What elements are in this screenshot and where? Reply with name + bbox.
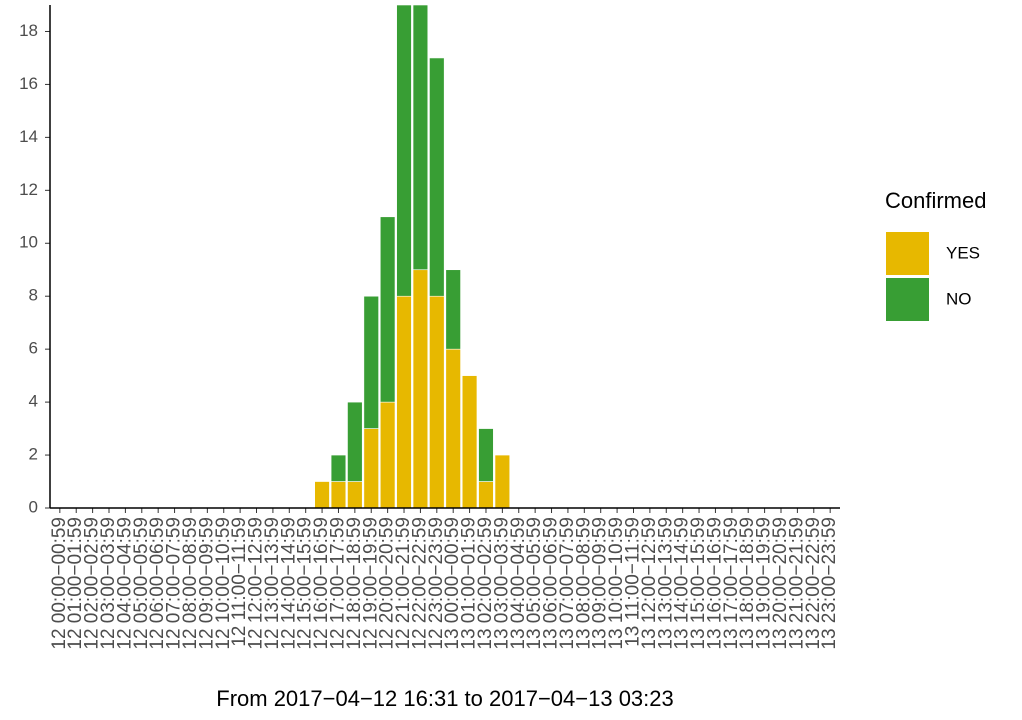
x-tick-label: 13 21:00−21:59 — [786, 517, 807, 650]
bar — [330, 454, 347, 482]
x-tick-label: 12 23:00−23:59 — [426, 517, 447, 650]
x-tick-label: 12 14:00−14:59 — [278, 517, 299, 650]
x-tick-label: 12 13:00−13:59 — [262, 517, 283, 650]
x-tick-label: 12 06:00−06:59 — [147, 517, 168, 650]
x-tick-label: 12 07:00−07:59 — [164, 517, 185, 650]
y-tick-label: 10 — [19, 233, 38, 252]
legend-title: Confirmed — [885, 188, 986, 213]
bar — [379, 401, 396, 509]
x-tick-label: 12 22:00−22:59 — [409, 517, 430, 650]
bar — [347, 401, 363, 482]
x-tick-label: 13 04:00−04:59 — [508, 517, 529, 650]
x-tick-label: 13 08:00−08:59 — [573, 517, 594, 650]
bar — [445, 269, 461, 350]
x-tick-label: 13 22:00−22:59 — [803, 517, 824, 650]
x-tick-label: 12 19:00−19:59 — [360, 517, 381, 650]
bar — [478, 428, 494, 482]
y-tick-label: 8 — [29, 286, 38, 305]
y-tick-label: 0 — [29, 497, 38, 516]
bar — [347, 481, 363, 509]
bar — [412, 4, 429, 271]
bar — [494, 454, 511, 509]
x-tick-label: 12 09:00−09:59 — [196, 517, 217, 650]
y-tick-label: 16 — [19, 74, 38, 93]
x-axis-title: From 2017−04−12 16:31 to 2017−04−13 03:2… — [216, 686, 674, 711]
bar — [396, 295, 412, 509]
x-tick-label: 12 20:00−20:59 — [377, 517, 398, 650]
x-tick-label: 12 10:00−10:59 — [213, 517, 234, 650]
x-tick-label: 13 16:00−16:59 — [704, 517, 725, 650]
x-tick-label: 12 04:00−04:59 — [114, 517, 135, 650]
x-tick-label: 12 16:00−16:59 — [311, 517, 332, 650]
legend-label: YES — [946, 243, 980, 262]
bar — [429, 295, 445, 509]
bar — [396, 4, 412, 297]
x-tick-label: 13 03:00−03:59 — [491, 517, 512, 650]
bar — [478, 481, 494, 509]
legend-key — [886, 232, 929, 275]
x-tick-label: 12 00:00−00:59 — [49, 517, 70, 650]
x-tick-label: 12 18:00−18:59 — [344, 517, 365, 650]
x-tick-label: 13 11:00−11:59 — [623, 517, 644, 647]
x-tick-label: 12 21:00−21:59 — [393, 517, 414, 650]
bar — [445, 348, 461, 509]
bar — [461, 375, 478, 509]
x-tick-label: 12 12:00−12:59 — [246, 517, 267, 650]
bar — [314, 481, 330, 509]
y-tick-label: 18 — [19, 21, 38, 40]
x-tick-label: 12 08:00−08:59 — [180, 517, 201, 650]
x-tick-label: 13 10:00−10:59 — [606, 517, 627, 650]
x-tick-label: 12 11:00−11:59 — [229, 517, 250, 647]
x-tick-label: 12 17:00−17:59 — [327, 517, 348, 650]
bar — [363, 295, 379, 429]
x-tick-label: 12 02:00−02:59 — [82, 517, 103, 650]
x-tick-label: 13 09:00−09:59 — [590, 517, 611, 650]
legend-label: NO — [946, 289, 972, 308]
x-tick-label: 13 18:00−18:59 — [737, 517, 758, 650]
x-tick-label: 13 13:00−13:59 — [655, 517, 676, 650]
x-tick-label: 12 03:00−03:59 — [98, 517, 119, 650]
x-tick-label: 13 05:00−05:59 — [524, 517, 545, 650]
y-tick-label: 2 — [29, 445, 38, 464]
bar — [379, 216, 396, 403]
y-tick-label: 4 — [29, 392, 38, 411]
bar — [412, 269, 429, 509]
bar — [330, 481, 347, 509]
x-tick-label: 13 17:00−17:59 — [721, 517, 742, 650]
bar — [363, 428, 379, 509]
x-tick-label: 13 23:00−23:59 — [819, 517, 840, 650]
x-tick-label: 12 01:00−01:59 — [65, 517, 86, 650]
x-tick-label: 12 05:00−05:59 — [131, 517, 152, 650]
x-tick-label: 12 15:00−15:59 — [295, 517, 316, 650]
x-tick-label: 13 20:00−20:59 — [770, 517, 791, 650]
y-tick-label: 6 — [29, 339, 38, 358]
x-tick-label: 13 14:00−14:59 — [672, 517, 693, 650]
x-tick-label: 13 06:00−06:59 — [541, 517, 562, 650]
x-tick-label: 13 19:00−19:59 — [754, 517, 775, 650]
x-tick-label: 13 15:00−15:59 — [688, 517, 709, 650]
x-tick-label: 13 07:00−07:59 — [557, 517, 578, 650]
y-tick-label: 14 — [19, 127, 38, 146]
x-tick-label: 13 01:00−01:59 — [459, 517, 480, 650]
y-tick-label: 12 — [19, 180, 38, 199]
legend-key — [886, 278, 929, 321]
bar — [429, 57, 445, 297]
x-tick-label: 13 00:00−00:59 — [442, 517, 463, 650]
x-tick-label: 13 02:00−02:59 — [475, 517, 496, 650]
x-tick-label: 13 12:00−12:59 — [639, 517, 660, 650]
